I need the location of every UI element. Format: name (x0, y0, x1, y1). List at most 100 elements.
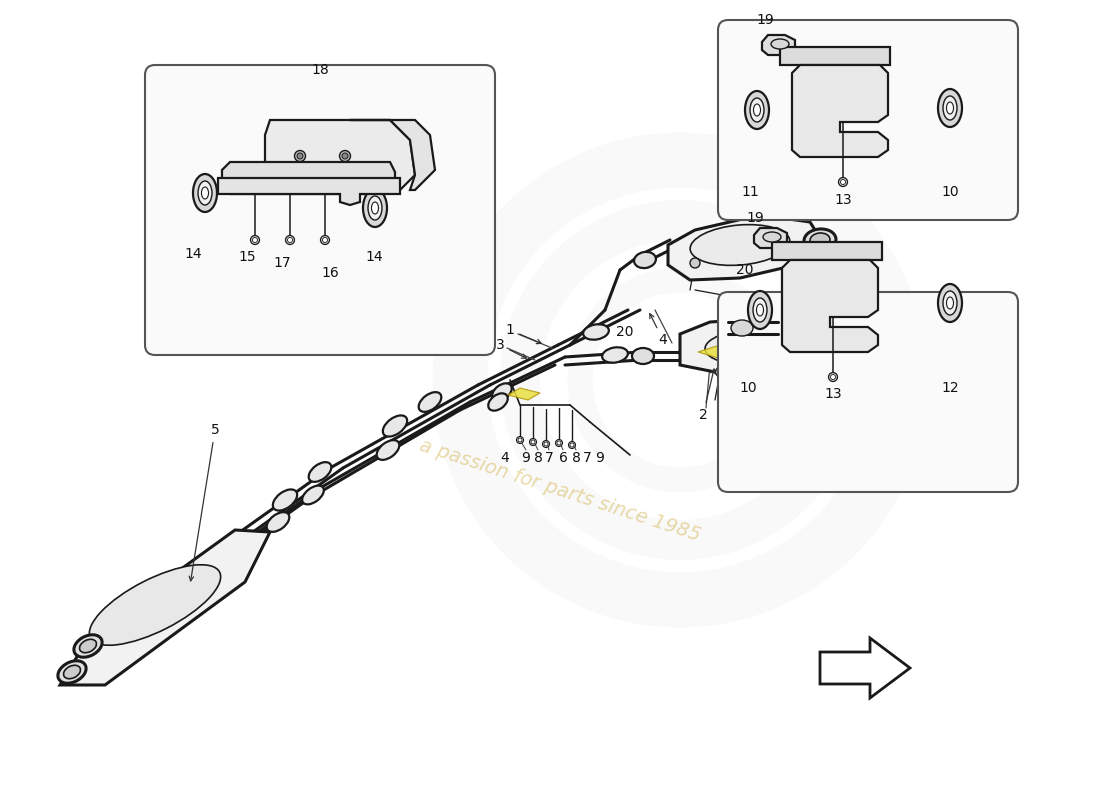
Ellipse shape (757, 304, 763, 316)
Ellipse shape (419, 392, 441, 412)
Text: 3: 3 (496, 338, 526, 358)
Ellipse shape (732, 320, 754, 336)
Ellipse shape (771, 39, 789, 49)
Ellipse shape (383, 415, 407, 437)
Polygon shape (508, 388, 540, 400)
Ellipse shape (943, 96, 957, 120)
Text: 19: 19 (756, 13, 774, 27)
Text: 20: 20 (736, 263, 754, 277)
Text: 15: 15 (239, 250, 256, 264)
Text: 11: 11 (741, 185, 759, 199)
Ellipse shape (946, 102, 954, 114)
Text: 10: 10 (942, 185, 959, 199)
Ellipse shape (840, 179, 846, 185)
Ellipse shape (805, 250, 835, 270)
Ellipse shape (372, 202, 378, 214)
Ellipse shape (754, 104, 760, 116)
Polygon shape (222, 162, 395, 194)
Ellipse shape (754, 298, 767, 322)
Ellipse shape (251, 235, 260, 245)
Ellipse shape (542, 441, 550, 447)
Ellipse shape (938, 284, 962, 322)
Ellipse shape (368, 196, 382, 220)
Text: 17: 17 (273, 256, 290, 270)
Ellipse shape (518, 438, 522, 442)
Ellipse shape (74, 634, 102, 658)
Ellipse shape (201, 187, 209, 199)
Ellipse shape (943, 291, 957, 315)
Text: 12: 12 (942, 381, 959, 395)
Ellipse shape (297, 153, 302, 159)
Text: 14: 14 (365, 250, 383, 264)
Ellipse shape (493, 383, 512, 401)
Ellipse shape (286, 235, 295, 245)
Ellipse shape (705, 328, 815, 366)
Ellipse shape (833, 348, 864, 368)
Ellipse shape (320, 235, 330, 245)
Ellipse shape (602, 347, 628, 362)
Polygon shape (792, 65, 888, 157)
Text: 18: 18 (311, 63, 329, 77)
Ellipse shape (557, 441, 561, 445)
Ellipse shape (192, 174, 217, 212)
Ellipse shape (569, 442, 575, 449)
Text: 9: 9 (521, 451, 530, 465)
Text: a passion for parts since 1985: a passion for parts since 1985 (417, 435, 703, 545)
Polygon shape (754, 228, 786, 248)
Ellipse shape (322, 238, 328, 242)
Text: 7: 7 (544, 451, 553, 465)
Polygon shape (762, 35, 795, 55)
Ellipse shape (340, 150, 351, 162)
Ellipse shape (745, 91, 769, 129)
Text: 8: 8 (572, 451, 581, 465)
Ellipse shape (634, 252, 656, 268)
Ellipse shape (830, 374, 836, 379)
Ellipse shape (810, 233, 830, 247)
Ellipse shape (690, 225, 790, 266)
Ellipse shape (828, 373, 837, 382)
Text: 19: 19 (746, 211, 763, 225)
Ellipse shape (363, 189, 387, 227)
FancyBboxPatch shape (718, 20, 1018, 220)
Polygon shape (782, 260, 878, 352)
Ellipse shape (198, 181, 212, 205)
Polygon shape (218, 178, 400, 205)
Ellipse shape (517, 437, 524, 443)
Text: 14: 14 (184, 247, 201, 261)
Ellipse shape (295, 150, 306, 162)
Ellipse shape (376, 440, 399, 460)
Ellipse shape (834, 327, 866, 349)
Ellipse shape (79, 639, 97, 653)
Text: 1: 1 (506, 323, 541, 344)
Ellipse shape (64, 666, 80, 678)
Ellipse shape (302, 486, 323, 504)
Ellipse shape (811, 254, 829, 266)
Text: 8: 8 (534, 451, 542, 465)
Polygon shape (350, 120, 434, 190)
Text: eurocars: eurocars (807, 94, 972, 126)
Ellipse shape (838, 178, 847, 186)
Ellipse shape (750, 98, 764, 122)
Ellipse shape (544, 442, 548, 446)
Text: 6: 6 (559, 451, 568, 465)
Text: 16: 16 (321, 266, 339, 280)
Ellipse shape (488, 394, 508, 410)
Bar (780, 47, 890, 65)
Polygon shape (698, 345, 748, 360)
Text: 9: 9 (595, 451, 604, 465)
Polygon shape (60, 530, 270, 685)
Text: 13: 13 (834, 193, 851, 207)
Ellipse shape (715, 367, 725, 377)
Ellipse shape (748, 291, 772, 329)
Ellipse shape (840, 331, 860, 345)
Ellipse shape (342, 153, 348, 159)
Ellipse shape (804, 229, 836, 251)
Ellipse shape (583, 324, 609, 340)
Polygon shape (265, 120, 415, 192)
Ellipse shape (531, 440, 535, 444)
Text: 7: 7 (583, 451, 592, 465)
FancyBboxPatch shape (718, 292, 1018, 492)
Text: since 1985: since 1985 (861, 141, 959, 159)
Text: 13: 13 (824, 387, 842, 401)
Ellipse shape (273, 490, 297, 510)
